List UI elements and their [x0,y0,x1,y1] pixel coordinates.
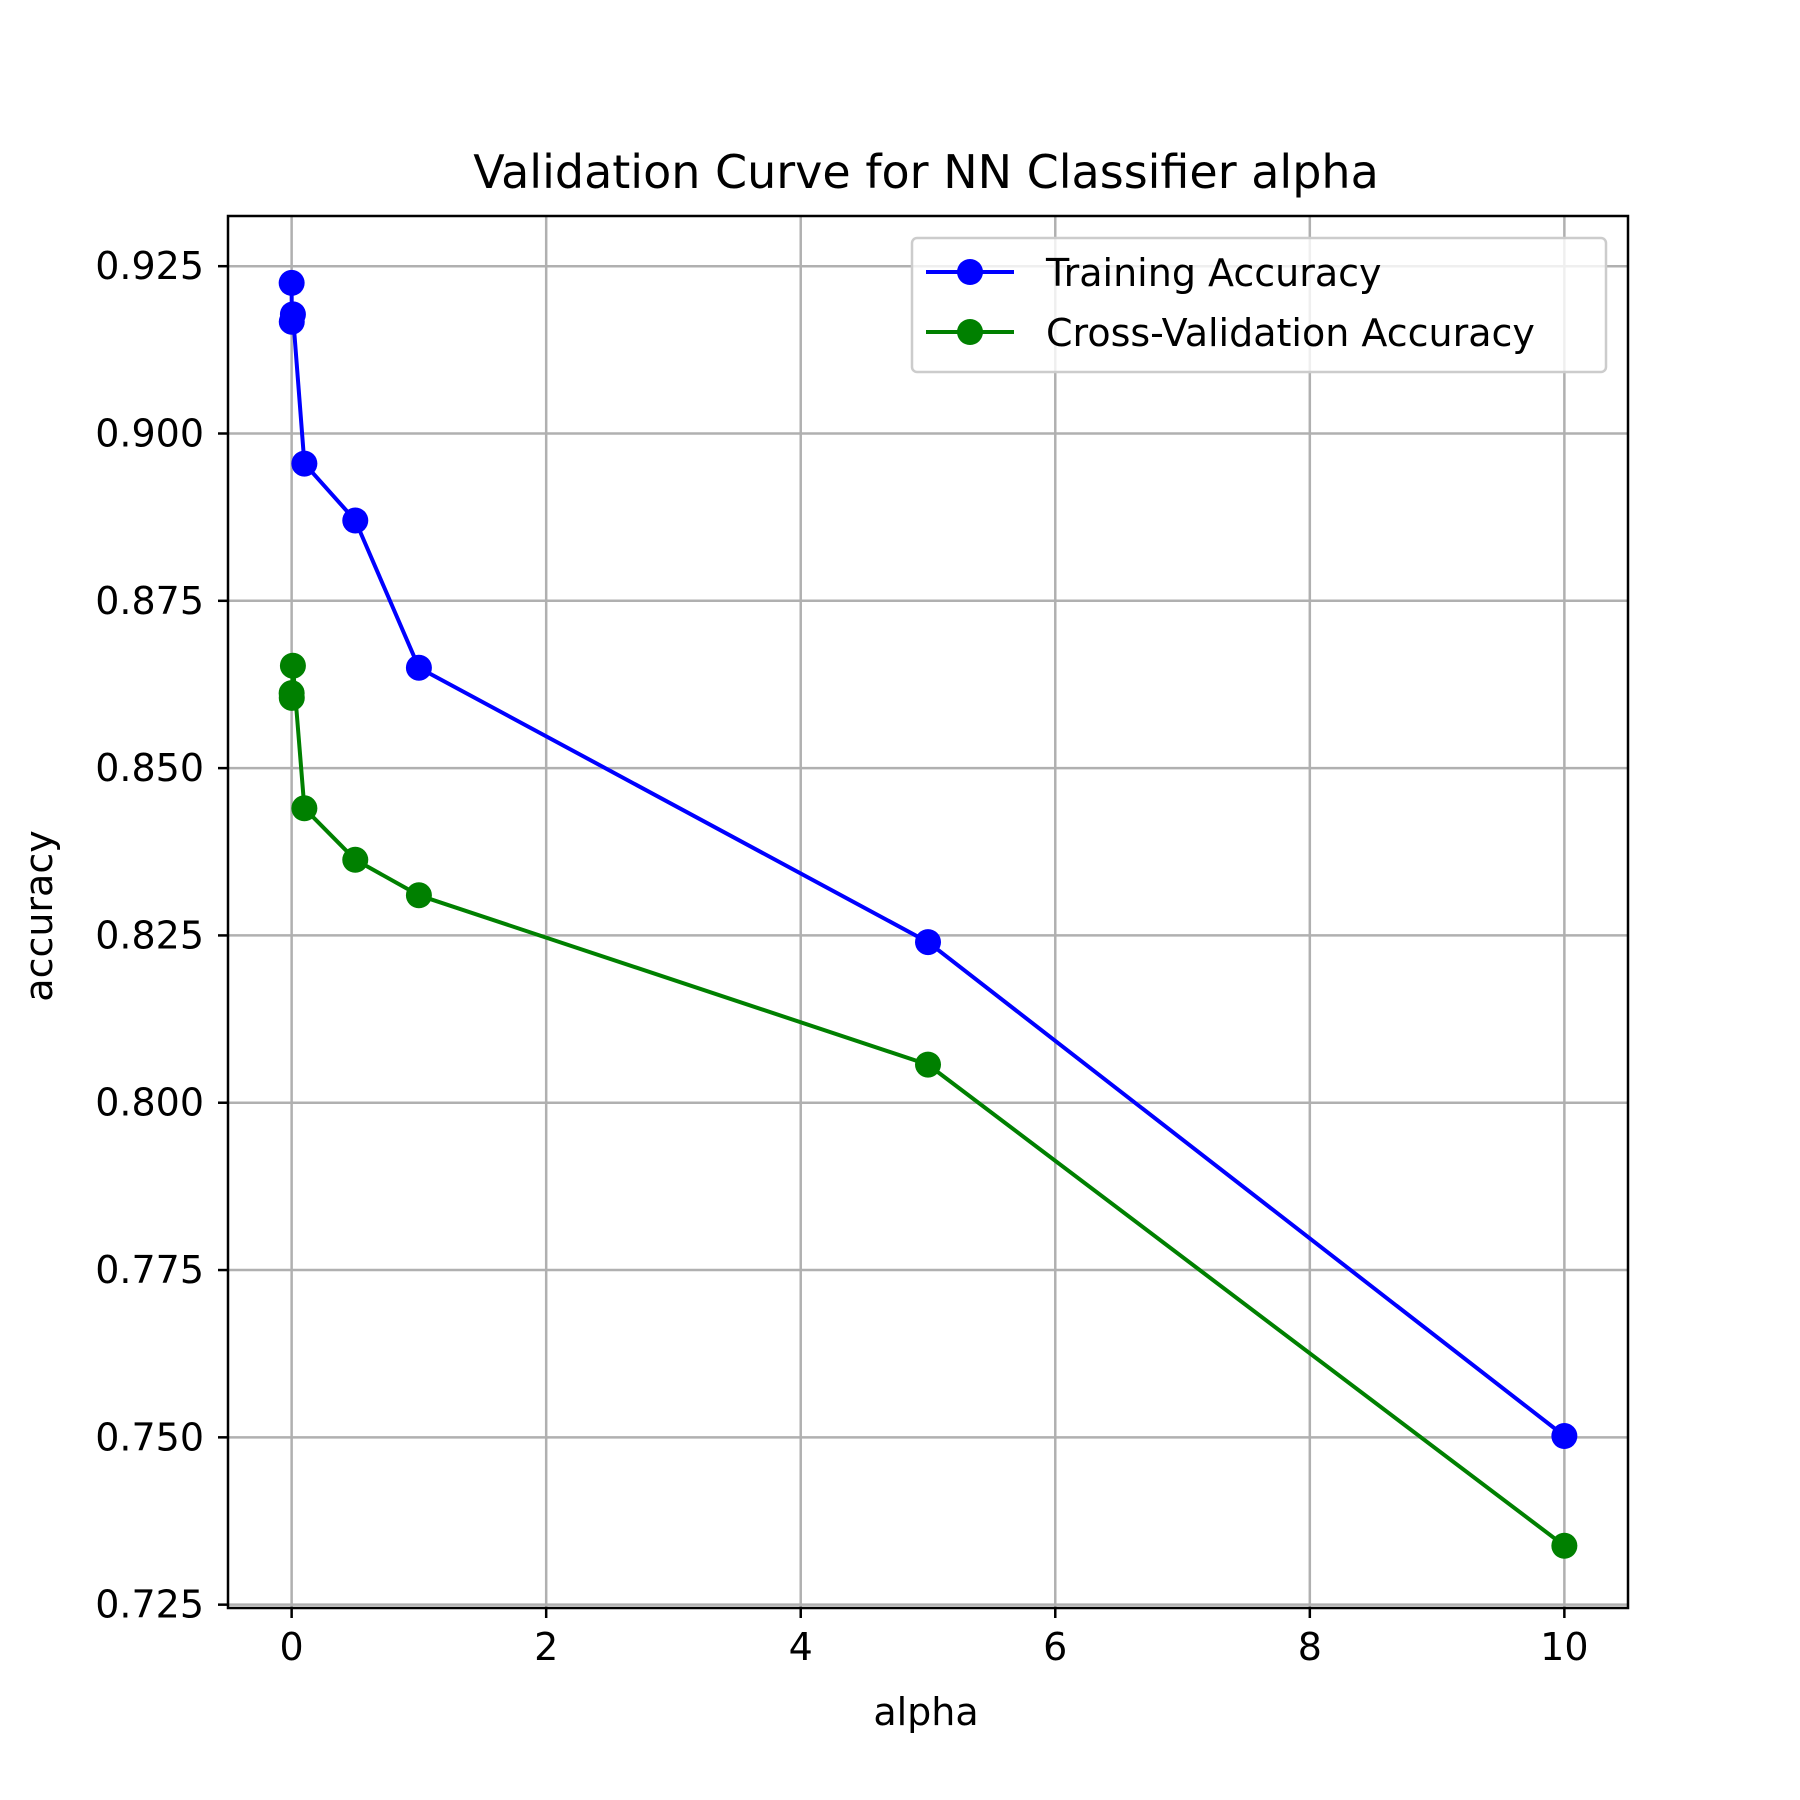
y-tick-label: 0.875 [95,579,204,623]
data-point-cross-validation [279,652,306,679]
axis-ticks: 0 2 4 6 8 10 0.725 0.750 0.775 0.800 0.825 0.850 0.8… [95,244,1588,1669]
data-point-cross-validation [405,882,432,909]
data-point-training [915,929,941,956]
legend-marker-cross-validation [957,319,983,345]
legend-label-cross-validation: Cross-Validation Accuracy [1046,311,1535,355]
data-point-cross-validation [291,795,318,822]
y-tick-label: 0.750 [95,1415,204,1459]
data-point-training [291,450,318,477]
legend-label-training: Training Accuracy [1045,251,1382,295]
legend: Training Accuracy Cross-Validation Accur… [910,236,1608,374]
y-tick-label: 0.775 [95,1248,204,1292]
data-point-training [405,654,432,681]
x-tick-label: 4 [789,1625,813,1669]
y-tick-label: 0.800 [95,1081,204,1125]
data-point-cross-validation [278,684,305,711]
plot-series [278,269,1578,1559]
legend-entry-cross-validation: Cross-Validation Accuracy [926,311,1535,355]
series-cross-validation [278,652,1578,1559]
data-point-training [342,507,369,534]
legend-box [910,236,1608,374]
y-tick-label: 0.900 [95,412,204,456]
x-axis-label: alpha [873,1690,978,1734]
series-training [278,269,1578,1450]
data-point-training [278,269,305,296]
legend-entry-training: Training Accuracy [926,251,1382,295]
legend-marker-training [957,259,983,285]
x-tick-label: 6 [1043,1625,1067,1669]
y-tick-label: 0.725 [95,1583,204,1627]
data-point-cross-validation [1551,1532,1578,1559]
x-tick-label: 2 [534,1625,558,1669]
data-point-training [279,301,306,328]
y-tick-label: 0.925 [95,244,204,288]
y-tick-label: 0.850 [95,746,204,790]
data-point-cross-validation [915,1051,941,1078]
chart-title: Validation Curve for NN Classifier alpha [473,145,1379,199]
y-axis-label: accuracy [17,830,61,1001]
x-tick-label: 10 [1540,1625,1588,1669]
x-tick-label: 0 [280,1625,304,1669]
data-point-training [1551,1423,1578,1450]
y-tick-label: 0.825 [95,913,204,957]
plot-frame [226,214,1630,1610]
data-point-cross-validation [342,846,369,873]
x-tick-label: 8 [1298,1625,1322,1669]
